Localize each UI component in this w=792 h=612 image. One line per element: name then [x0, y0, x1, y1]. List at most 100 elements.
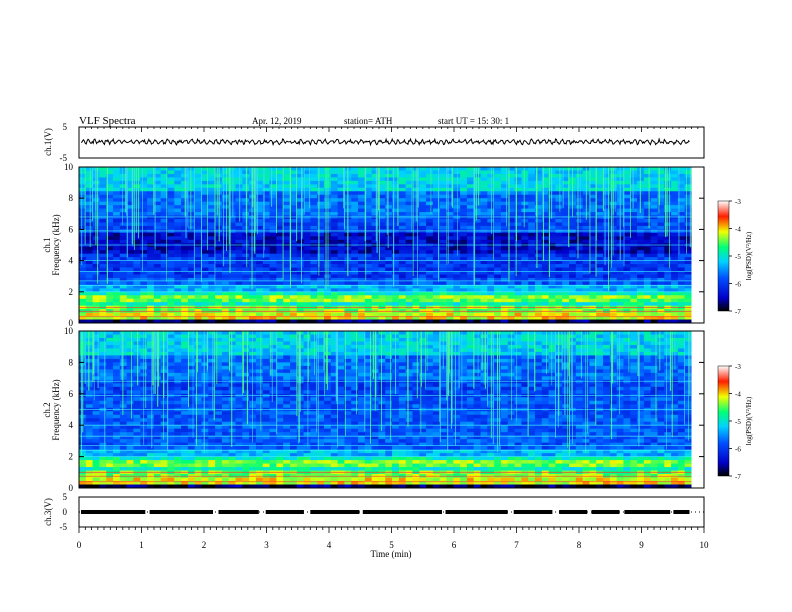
spectrogram-cell — [650, 267, 658, 272]
spectrogram-cell — [269, 274, 277, 279]
spectrogram-cell — [106, 205, 114, 209]
spectrogram-cell — [187, 177, 196, 182]
spectrogram-cell — [466, 225, 475, 230]
spectrogram-cell — [419, 191, 427, 196]
spectrogram-cell — [337, 337, 345, 342]
spectrogram-cell — [303, 312, 311, 317]
spectrogram-cell — [446, 298, 454, 303]
spectrogram-cell — [528, 281, 536, 286]
spectrogram-cell — [79, 232, 87, 237]
spectrogram-cell — [187, 337, 196, 342]
spectrogram-cell — [228, 239, 236, 244]
spectrogram-cell — [160, 191, 168, 196]
spectrogram-cell — [392, 250, 400, 255]
spectrogram-cell — [140, 219, 148, 223]
spectrogram-cell — [160, 239, 168, 244]
spectrogram-cell — [351, 348, 359, 353]
spectrogram-cell — [671, 271, 679, 275]
spectrogram-cell — [167, 281, 175, 286]
spectrogram-cell — [119, 173, 128, 178]
spectrogram-cell — [432, 191, 441, 196]
spectrogram-cell — [439, 212, 447, 216]
spectrogram-cell — [541, 344, 549, 349]
spectrogram-cell — [643, 351, 652, 356]
spectrogram-cell — [507, 177, 515, 182]
spectrogram-cell — [603, 205, 611, 209]
spectrogram-cell — [174, 201, 182, 206]
spectrogram-cell — [303, 250, 311, 255]
spectrogram-cell — [344, 358, 352, 363]
spectrogram-cell — [187, 173, 196, 178]
spectrogram-cell — [310, 288, 318, 293]
spectrogram-cell — [351, 341, 359, 346]
spectrogram-cell — [337, 260, 345, 265]
spectrogram-cell — [289, 337, 298, 342]
spectrogram-cell — [405, 253, 413, 258]
spectrogram-cell — [432, 225, 441, 230]
spectrogram-cell — [140, 177, 148, 182]
spectrogram-cell — [514, 277, 522, 282]
spectrogram-cell — [276, 274, 284, 279]
spectrogram-cell — [289, 170, 298, 175]
spectrogram-cell — [153, 208, 162, 213]
spectrogram-cell — [439, 246, 447, 251]
spectrogram-cell — [596, 316, 604, 320]
spectrogram-cell — [596, 351, 604, 356]
spectrogram-cell — [507, 222, 515, 227]
spectrogram-cell — [541, 319, 549, 323]
spectrogram-cell — [276, 348, 284, 353]
spectrogram-cell — [473, 319, 481, 323]
spectrogram-cell — [283, 295, 291, 300]
spectrogram-cell — [521, 180, 529, 185]
spectrogram-cell — [657, 331, 665, 335]
spectrogram-cell — [514, 355, 522, 360]
spectrogram-cell — [119, 260, 128, 265]
spectrogram-cell — [569, 298, 577, 303]
spectrogram-cell — [419, 284, 427, 289]
spectrogram-cell — [79, 170, 87, 175]
spectrogram-cell — [630, 344, 638, 349]
spectrogram-cell — [371, 257, 379, 261]
spectrogram-cell — [147, 351, 155, 356]
spectrogram-cell — [569, 222, 577, 227]
spectrogram-cell — [160, 295, 168, 300]
spectrogram-cell — [262, 253, 270, 258]
spectrogram-cell — [106, 225, 114, 230]
spectrogram-cell — [603, 187, 611, 192]
spectrogram-cell — [235, 236, 243, 241]
spectrogram-cell — [507, 167, 515, 171]
spectrogram-cell — [534, 302, 543, 307]
spectrogram-cell — [174, 253, 182, 258]
spectrogram-cell — [208, 167, 216, 171]
spectrogram-cell — [208, 348, 216, 353]
spectrogram-cell — [106, 246, 114, 251]
spectrogram-cell — [358, 348, 366, 353]
spectrogram-cell — [255, 250, 264, 255]
spectrogram-cell — [296, 284, 304, 289]
spectrogram-cell — [562, 222, 570, 227]
spectrogram-cell — [310, 281, 318, 286]
spectrogram-cell — [480, 260, 488, 265]
spectrogram-cell — [140, 271, 148, 275]
spectrogram-cell — [521, 295, 529, 300]
spectrogram-cell — [446, 334, 454, 339]
spectrogram-cell — [215, 348, 223, 353]
spectrogram-cell — [528, 222, 536, 227]
spectrogram-cell — [473, 170, 481, 175]
spectrogram-cell — [140, 277, 148, 282]
spectrogram-cell — [371, 274, 379, 279]
spectrogram-cell — [562, 239, 570, 244]
spectrogram-cell — [92, 355, 100, 360]
spectrogram-cell — [677, 344, 686, 349]
spectrogram-cell — [528, 337, 536, 342]
spectrogram-cell — [528, 194, 536, 199]
spectrogram-cell — [541, 260, 549, 265]
spectrogram-cell — [630, 167, 638, 171]
spectrogram-cell — [528, 184, 536, 189]
spectrogram-cell — [187, 215, 196, 220]
spectrogram-cell — [187, 351, 196, 356]
spectrogram-cell — [337, 264, 345, 268]
spectrogram-cell — [358, 264, 366, 268]
spectrogram-cell — [650, 170, 658, 175]
spectrogram-cell — [330, 341, 339, 346]
